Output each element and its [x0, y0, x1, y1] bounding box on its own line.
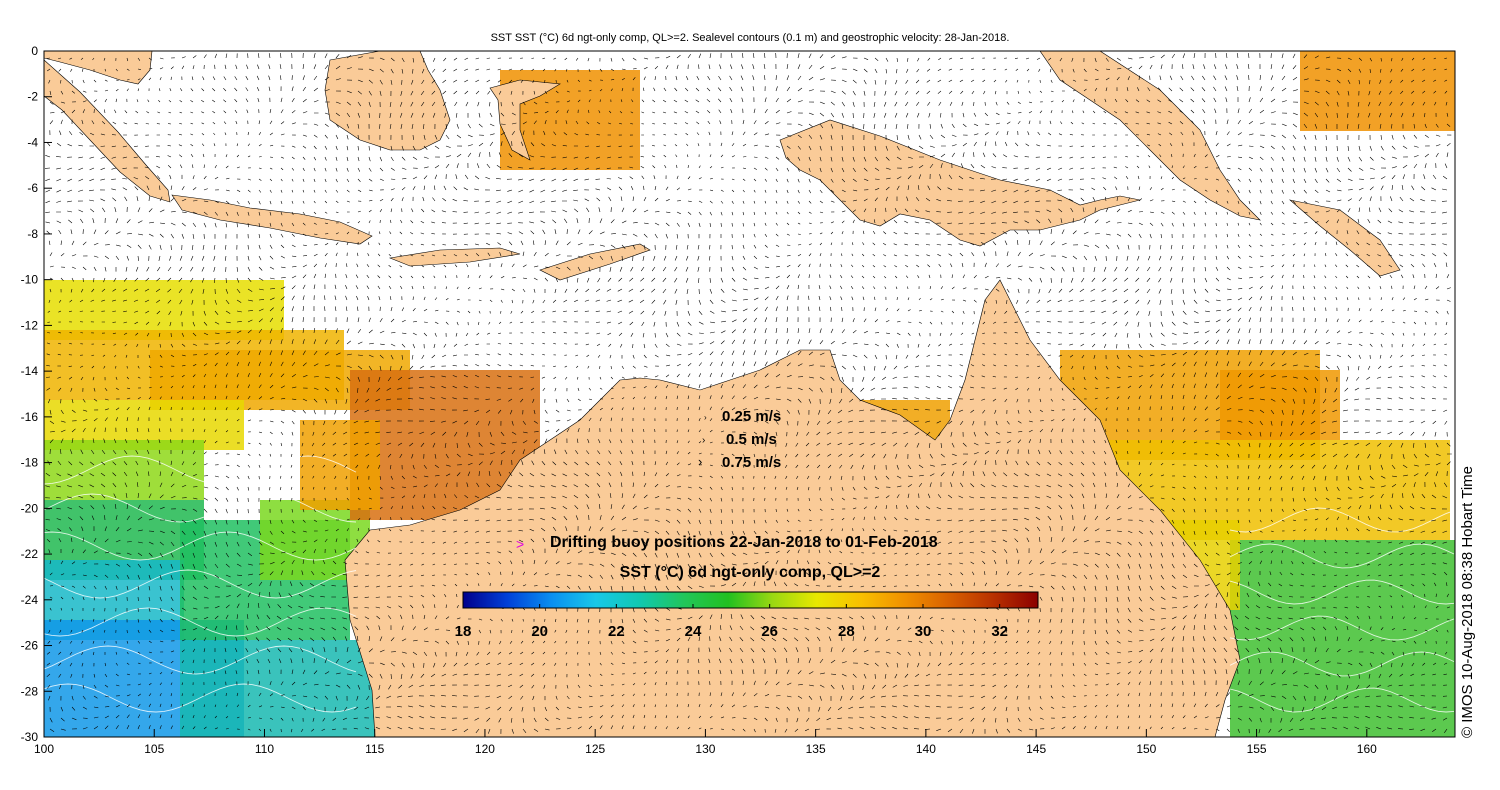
arrow-icon: › — [702, 435, 705, 446]
colorbar-tick-label: 30 — [915, 623, 932, 640]
y-tick-label: -8 — [27, 227, 38, 241]
plot-frame — [43, 50, 1456, 738]
x-tick-label: 160 — [1357, 742, 1377, 756]
sst-patch — [180, 640, 375, 737]
x-tick-label: 150 — [1136, 742, 1156, 756]
velocity-legend-label: 0.75 m/s — [722, 454, 781, 471]
y-tick-label: -28 — [21, 684, 39, 698]
x-tick-label: 110 — [255, 742, 274, 756]
x-tick-label: 155 — [1247, 742, 1267, 756]
y-tick-label: -30 — [21, 730, 39, 744]
colorbar-ticks: 18 20 22 24 26 28 30 32 — [455, 604, 1008, 640]
land-solomon — [1288, 199, 1401, 277]
arrow-icon: › — [698, 454, 702, 469]
sealevel-contour — [1229, 615, 1455, 641]
y-tick-label: -24 — [21, 593, 39, 607]
land-layer — [44, 51, 1401, 737]
velocity-legend-label: 0.5 m/s — [726, 431, 777, 448]
sealevel-contour — [1229, 687, 1455, 713]
x-tick-label: 105 — [144, 742, 164, 756]
y-tick-label: -12 — [21, 318, 39, 332]
land-australia — [344, 279, 1241, 737]
x-tick-label: 115 — [365, 742, 384, 756]
imos-credit: © IMOS 10-Aug-2018 08:38 Hobart Time — [1459, 466, 1476, 738]
plot-area — [44, 51, 1455, 737]
y-tick-label: -2 — [27, 90, 38, 104]
buoy-marker-icon: > — [516, 536, 524, 552]
figure-title: SST SST (°C) 6d ngt-only comp, QL>=2. Se… — [491, 32, 1010, 44]
sealevel-contour — [1229, 651, 1455, 677]
colorbar-tick-label: 22 — [608, 623, 625, 640]
colorbar-tick-label: 32 — [991, 623, 1008, 640]
sealevel-contour — [44, 455, 357, 485]
sealevel-contour — [44, 683, 357, 713]
buoy-legend: > Drifting buoy positions 22-Jan-2018 to… — [516, 534, 938, 552]
colorbar-tick-label: 24 — [685, 623, 702, 640]
sealevel-contour — [44, 493, 357, 523]
y-tick-label: -14 — [21, 364, 39, 378]
colorbar: SST (°C) 6d ngt-only comp, QL>=2 18 20 22 2… — [455, 564, 1039, 640]
sealevel-contour — [44, 645, 357, 675]
land-sulawesi — [489, 79, 561, 161]
sealevel-contour — [44, 607, 357, 637]
y-tick-label: 0 — [31, 44, 38, 58]
y-tick-label: -16 — [21, 410, 39, 424]
y-tick-label: -6 — [27, 181, 38, 195]
x-tick-label: 140 — [916, 742, 936, 756]
y-tick-label: -26 — [21, 639, 39, 653]
colorbar-tick-label: 20 — [531, 623, 548, 640]
sealevel-contour — [1229, 543, 1455, 569]
buoy-legend-label: Drifting buoy positions 22-Jan-2018 to 0… — [550, 534, 938, 551]
land-sumatra — [44, 59, 171, 203]
sealevel-contour — [44, 531, 357, 561]
sst-patch — [1220, 370, 1340, 440]
x-axis: 100 105 110 115 120 125 130 135 140 145 150 155 160 — [34, 729, 1377, 756]
land-borneo — [324, 51, 451, 151]
land-timor — [539, 243, 651, 281]
y-tick-label: -10 — [21, 273, 39, 287]
y-tick-label: -20 — [21, 501, 39, 515]
geostrophic-velocity-arrows — [44, 52, 1452, 734]
colorbar-bar — [462, 591, 1039, 609]
velocity-legend-label: 0.25 m/s — [722, 408, 781, 425]
sst-patch — [1300, 51, 1455, 131]
y-tick-label: -18 — [21, 456, 39, 470]
land-new-guinea — [779, 119, 1141, 247]
land-north-islands — [1039, 51, 1261, 221]
colorbar-label: SST (°C) 6d ngt-only comp, QL>=2 — [620, 564, 881, 581]
x-tick-label: 145 — [1026, 742, 1046, 756]
y-tick-label: -22 — [21, 547, 39, 561]
x-tick-label: 100 — [34, 742, 54, 756]
x-tick-label: 135 — [806, 742, 826, 756]
land-malay-borneo-west — [44, 51, 153, 85]
velocity-legend: › 0.25 m/s › 0.5 m/s › 0.75 m/s — [698, 408, 781, 471]
sealevel-contour — [44, 569, 357, 599]
colorbar-tick-label: 26 — [761, 623, 778, 640]
y-axis: 0 -2 -4 -6 -8 -10 -12 -14 -16 -18 -20 -22 -24 -26 -28 -… — [21, 44, 52, 744]
x-tick-label: 120 — [475, 742, 495, 756]
sealevel-contour — [1229, 579, 1455, 605]
sealevel-contours — [44, 455, 1455, 713]
y-tick-label: -4 — [27, 135, 38, 149]
sst-patch — [1230, 540, 1455, 737]
sealevel-contour — [1229, 507, 1455, 533]
land-java — [171, 194, 373, 245]
arrow-icon: › — [704, 413, 707, 422]
sst-patch — [44, 440, 204, 500]
velocity-arrow-field — [44, 52, 1452, 734]
sst-patch — [300, 420, 380, 510]
x-tick-label: 125 — [585, 742, 605, 756]
land-flores — [388, 247, 521, 267]
colorbar-tick-label: 28 — [838, 623, 855, 640]
colorbar-tick-label: 18 — [455, 623, 472, 640]
x-tick-label: 130 — [695, 742, 715, 756]
